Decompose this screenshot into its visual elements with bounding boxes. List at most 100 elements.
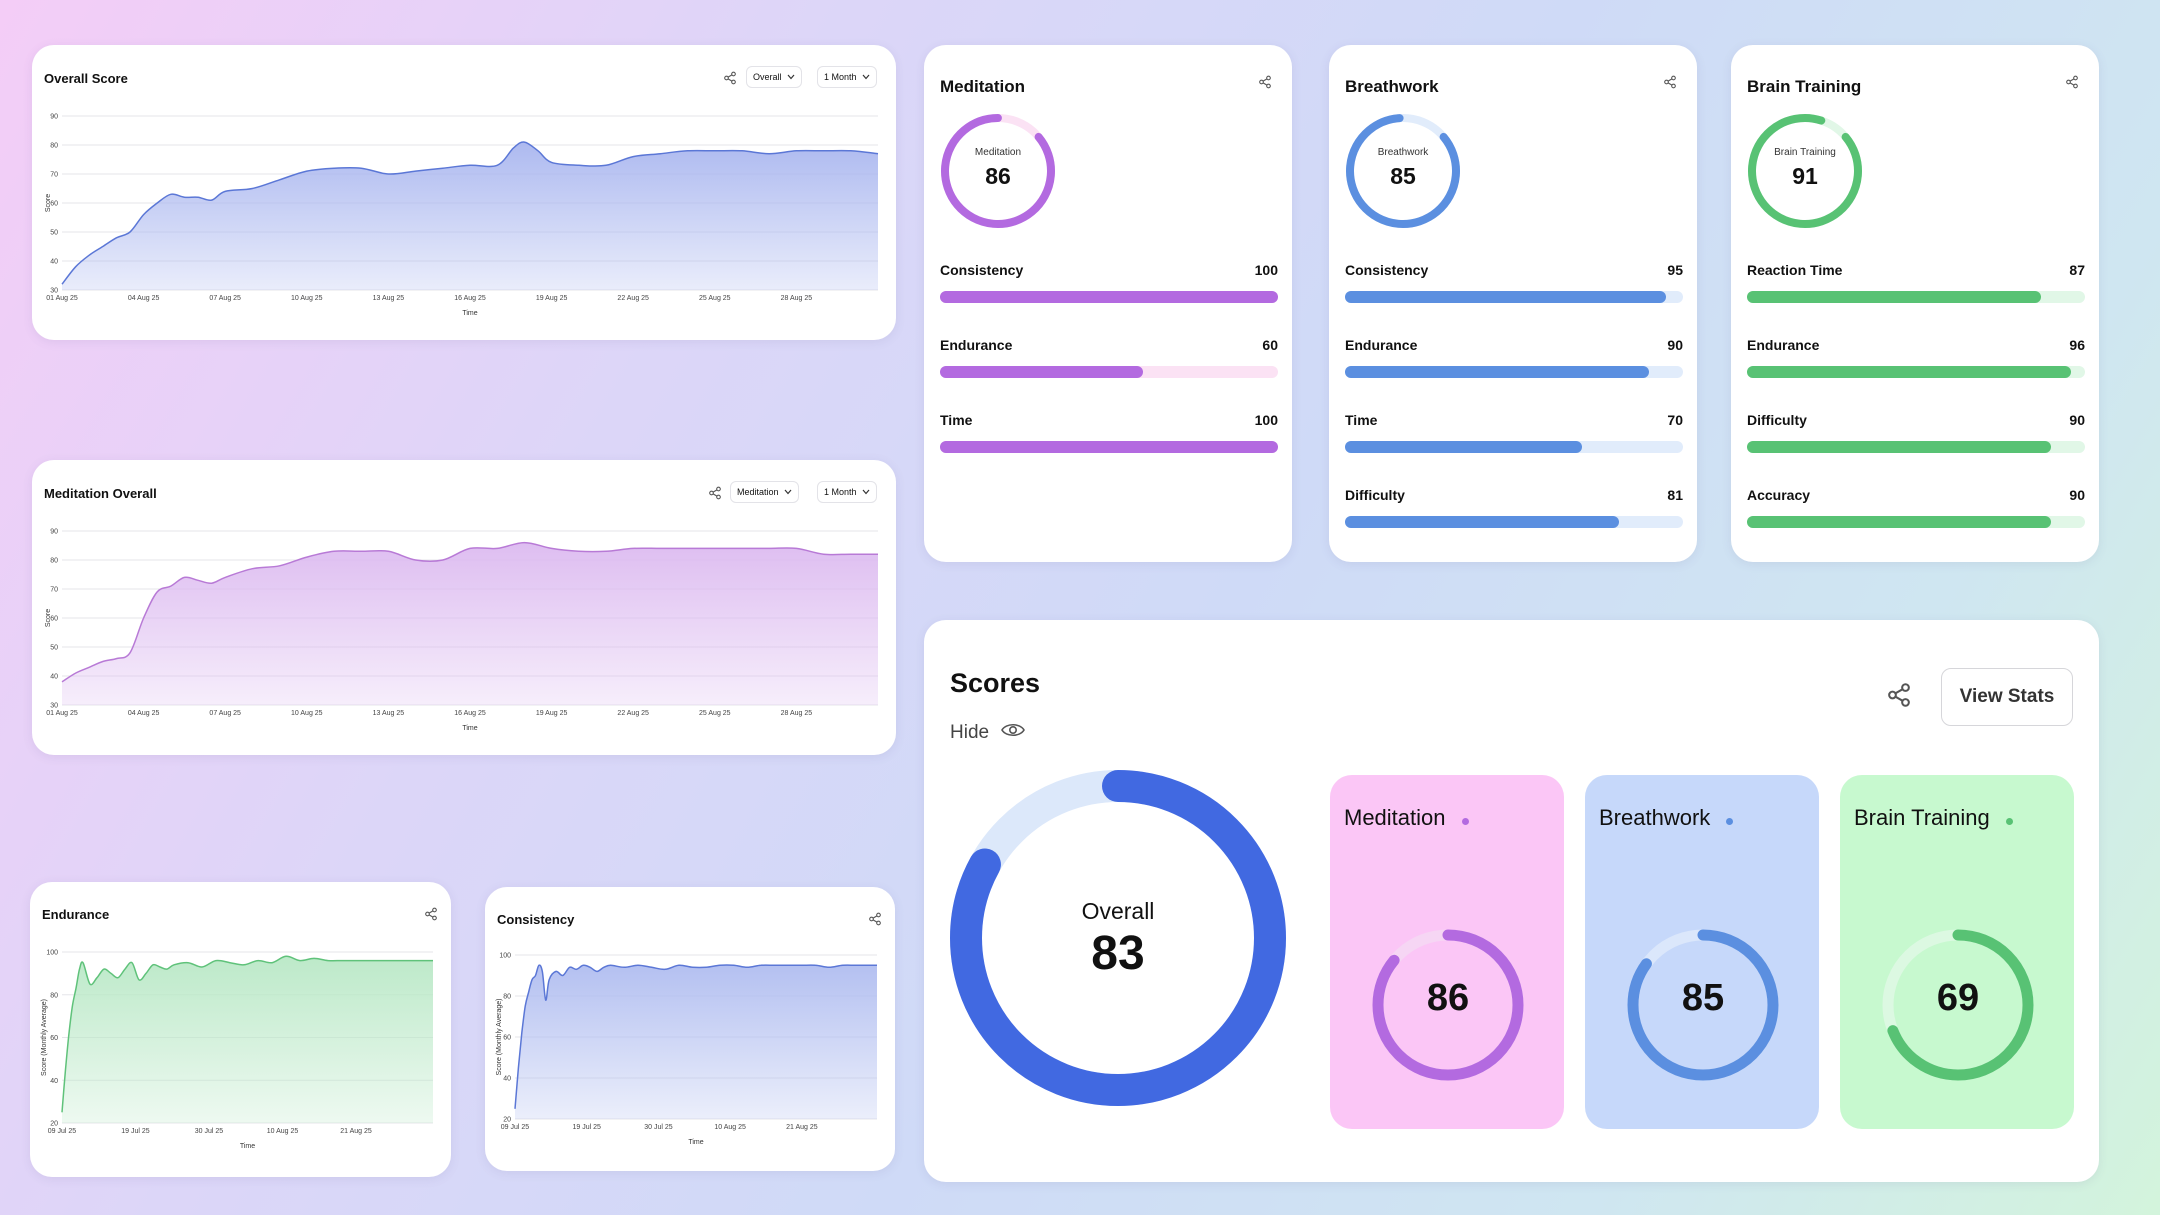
progress-track xyxy=(940,291,1278,303)
metric-gauge: Breathwork 85 xyxy=(1343,111,1463,231)
meditation-range-dropdown[interactable]: 1 Month xyxy=(817,481,877,503)
breathwork-metric-card: Breathwork Breathwork 85 Consistency 95 Endur… xyxy=(1329,45,1697,562)
meditation-filter-dropdown[interactable]: Meditation xyxy=(730,481,799,503)
overall-range-label: 1 Month xyxy=(824,72,857,82)
y-tick-label: 30 xyxy=(50,288,58,295)
share-icon[interactable] xyxy=(1663,75,1677,89)
score-tile[interactable]: Brain Training 69 xyxy=(1840,775,2074,1129)
y-tick-label: 40 xyxy=(503,1076,511,1083)
series-line xyxy=(61,541,878,683)
x-axis-title: Time xyxy=(240,1143,255,1150)
share-icon[interactable] xyxy=(424,907,438,921)
metric-label: Endurance xyxy=(1345,337,1418,353)
gauge-fill xyxy=(950,770,1286,1106)
metric-label: Time xyxy=(1345,412,1378,428)
metric-row: Endurance 90 xyxy=(1345,337,1683,381)
meditation-range-label: 1 Month xyxy=(824,487,857,497)
gauge-fill xyxy=(1748,114,1862,228)
metric-value: 90 xyxy=(2069,487,2085,503)
share-icon[interactable] xyxy=(708,486,722,500)
x-tick-label: 07 Aug 25 xyxy=(209,295,241,302)
progress-fill xyxy=(940,291,1278,303)
y-tick-label: 100 xyxy=(499,953,511,960)
metric-value: 87 xyxy=(2069,262,2085,278)
metric-value: 81 xyxy=(1667,487,1683,503)
share-icon[interactable] xyxy=(1886,682,1912,708)
metric-row: Difficulty 90 xyxy=(1747,412,2085,456)
gauge-label: Breathwork xyxy=(1377,147,1429,158)
metric-row: Difficulty 81 xyxy=(1345,487,1683,531)
x-tick-label: 10 Aug 25 xyxy=(267,1128,299,1135)
metric-gauge: Meditation 86 xyxy=(938,111,1058,231)
status-dot xyxy=(1726,817,1734,825)
metric-label: Difficulty xyxy=(1747,412,1807,428)
endurance-plot: 20 40 60 80 100 09 Jul 25 19 Jul 25 30 Jul 25 10… xyxy=(41,950,433,1150)
score-tile[interactable]: Breathwork 85 xyxy=(1585,775,1819,1129)
view-stats-button[interactable]: View Stats xyxy=(1941,668,2073,726)
x-axis-title: Time xyxy=(462,310,477,317)
gauge-fill xyxy=(941,114,1055,228)
share-icon[interactable] xyxy=(868,912,882,926)
metric-label: Time xyxy=(940,412,973,428)
chevron-down-icon xyxy=(787,72,795,82)
overall-gauge: Overall 83 xyxy=(948,768,1288,1108)
series-area xyxy=(62,956,433,1123)
metric-row: Reaction Time 87 xyxy=(1747,262,2085,306)
tile-gauge: 86 xyxy=(1368,925,1528,1085)
x-tick-label: 19 Jul 25 xyxy=(573,1124,602,1131)
metric-value: 60 xyxy=(1262,337,1278,353)
x-tick-label: 19 Jul 25 xyxy=(121,1128,150,1135)
metric-card-title: Brain Training xyxy=(1747,77,1862,96)
gauge-fill xyxy=(1627,929,1779,1081)
y-tick-label: 70 xyxy=(50,587,58,594)
x-tick-label: 19 Aug 25 xyxy=(536,295,568,302)
y-tick-label: 80 xyxy=(503,994,511,1001)
x-tick-label: 25 Aug 25 xyxy=(699,710,731,717)
score-tile[interactable]: Meditation 86 xyxy=(1330,775,1564,1129)
overall-value: 83 xyxy=(1091,927,1145,980)
x-tick-label: 13 Aug 25 xyxy=(373,295,405,302)
overall-filter-dropdown[interactable]: Overall xyxy=(746,66,802,88)
x-axis-title: Time xyxy=(688,1139,703,1146)
x-tick-label: 21 Aug 25 xyxy=(786,1124,818,1131)
metric-row: Endurance 60 xyxy=(940,337,1278,381)
metric-label: Accuracy xyxy=(1747,487,1811,503)
gauge-fill xyxy=(1372,929,1524,1081)
series-line xyxy=(61,955,433,1113)
overall-label: Overall xyxy=(1081,898,1155,924)
tile-title: Brain Training xyxy=(1854,805,2013,831)
gauge-label: Meditation xyxy=(974,147,1022,158)
x-tick-label: 28 Aug 25 xyxy=(781,710,813,717)
gauge-value: 91 xyxy=(1792,163,1818,189)
gauge-label: Brain Training xyxy=(1774,147,1836,158)
progress-track xyxy=(1747,291,2085,303)
share-icon[interactable] xyxy=(723,71,737,85)
share-icon[interactable] xyxy=(1258,75,1272,89)
metric-label: Endurance xyxy=(940,337,1013,353)
progress-track xyxy=(940,366,1278,378)
metric-row: Time 100 xyxy=(940,412,1278,456)
metric-label: Consistency xyxy=(1345,262,1429,278)
progress-fill xyxy=(1747,366,2072,378)
hide-toggle[interactable]: Hide xyxy=(950,722,1026,744)
y-axis-title: Score (Monthly Average) xyxy=(41,999,48,1076)
progress-fill xyxy=(1345,291,1667,303)
x-tick-label: 13 Aug 25 xyxy=(373,710,405,717)
metric-value: 100 xyxy=(1254,412,1278,428)
tile-title: Breathwork xyxy=(1599,805,1734,831)
y-tick-label: 40 xyxy=(50,674,58,681)
metric-value: 90 xyxy=(2069,412,2085,428)
y-axis-title: Score xyxy=(45,609,52,627)
tile-gauge: 69 xyxy=(1878,925,2038,1085)
share-icon[interactable] xyxy=(2065,75,2079,89)
series-area xyxy=(62,142,878,290)
progress-fill xyxy=(1747,441,2052,453)
y-tick-label: 90 xyxy=(50,529,58,536)
y-tick-label: 80 xyxy=(50,992,58,999)
y-tick-label: 60 xyxy=(50,1035,58,1042)
y-tick-label: 80 xyxy=(50,143,58,150)
gauge-fill xyxy=(1346,114,1460,228)
x-tick-label: 09 Jul 25 xyxy=(48,1128,77,1135)
endurance-card: Endurance 20 40 60 80 100 09 Jul 25 19 Jul 25 3… xyxy=(30,882,451,1177)
overall-range-dropdown[interactable]: 1 Month xyxy=(817,66,877,88)
